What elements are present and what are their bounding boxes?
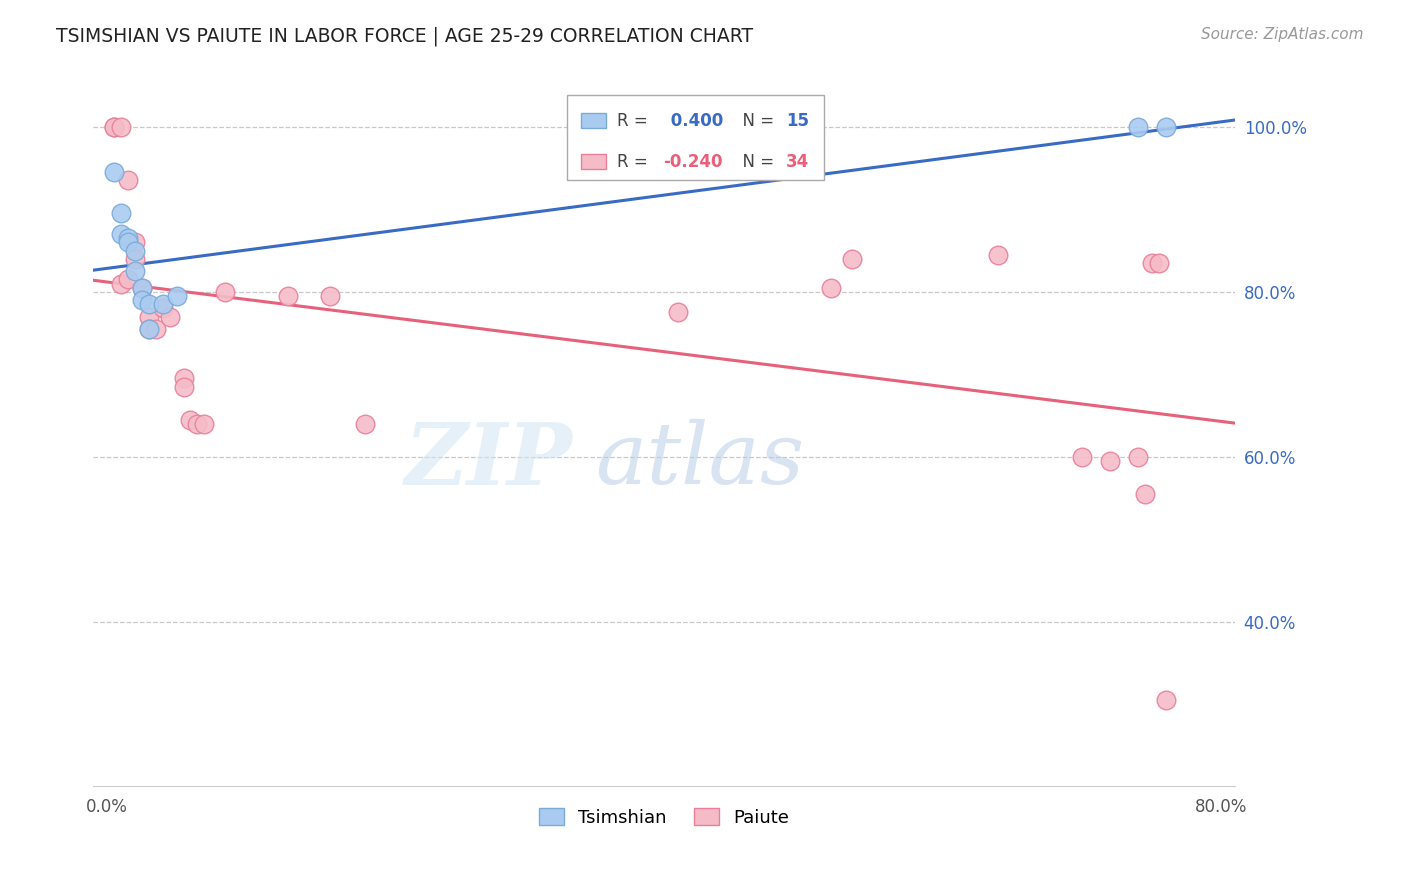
Point	[820, 281, 842, 295]
Point	[1133, 487, 1156, 501]
Point	[1147, 256, 1170, 270]
Point	[103, 165, 125, 179]
Text: 0.400: 0.400	[665, 112, 724, 129]
Point	[103, 120, 125, 134]
Point	[1071, 450, 1094, 464]
Point	[131, 281, 153, 295]
Point	[1098, 454, 1121, 468]
Text: N =: N =	[731, 112, 779, 129]
Point	[841, 252, 863, 266]
Point	[1126, 450, 1149, 464]
Point	[353, 417, 375, 431]
Point	[1154, 693, 1177, 707]
Point	[103, 120, 125, 134]
Point	[173, 379, 195, 393]
Point	[117, 235, 139, 250]
Point	[159, 310, 181, 324]
Text: 15: 15	[786, 112, 810, 129]
Point	[179, 412, 201, 426]
Point	[1126, 120, 1149, 134]
Point	[124, 252, 146, 266]
Point	[193, 417, 215, 431]
Point	[110, 227, 132, 241]
Point	[166, 289, 188, 303]
Point	[138, 322, 160, 336]
Text: atlas: atlas	[596, 419, 804, 501]
Point	[987, 248, 1010, 262]
Point	[131, 281, 153, 295]
Point	[110, 206, 132, 220]
Point	[186, 417, 208, 431]
Point	[145, 322, 167, 336]
Point	[117, 173, 139, 187]
Legend: Tsimshian, Paiute: Tsimshian, Paiute	[531, 801, 797, 834]
Text: R =: R =	[617, 112, 654, 129]
Point	[124, 235, 146, 250]
Point	[124, 264, 146, 278]
Bar	[581, 113, 606, 128]
Point	[173, 371, 195, 385]
Text: N =: N =	[731, 153, 779, 170]
Point	[138, 297, 160, 311]
Point	[152, 301, 174, 316]
Point	[138, 322, 160, 336]
Text: Source: ZipAtlas.com: Source: ZipAtlas.com	[1201, 27, 1364, 42]
Text: R =: R =	[617, 153, 654, 170]
Point	[117, 231, 139, 245]
Point	[214, 285, 236, 299]
Point	[131, 293, 153, 307]
Point	[110, 120, 132, 134]
Point	[117, 272, 139, 286]
FancyBboxPatch shape	[567, 95, 824, 180]
Point	[124, 244, 146, 258]
Text: 34: 34	[786, 153, 810, 170]
Text: -0.240: -0.240	[664, 153, 723, 170]
Point	[138, 310, 160, 324]
Point	[1154, 120, 1177, 134]
Point	[152, 297, 174, 311]
Point	[1140, 256, 1163, 270]
Point	[110, 277, 132, 291]
Point	[277, 289, 299, 303]
Bar	[581, 153, 606, 169]
Text: TSIMSHIAN VS PAIUTE IN LABOR FORCE | AGE 25-29 CORRELATION CHART: TSIMSHIAN VS PAIUTE IN LABOR FORCE | AGE…	[56, 27, 754, 46]
Point	[666, 305, 689, 319]
Text: ZIP: ZIP	[405, 418, 572, 502]
Point	[319, 289, 342, 303]
